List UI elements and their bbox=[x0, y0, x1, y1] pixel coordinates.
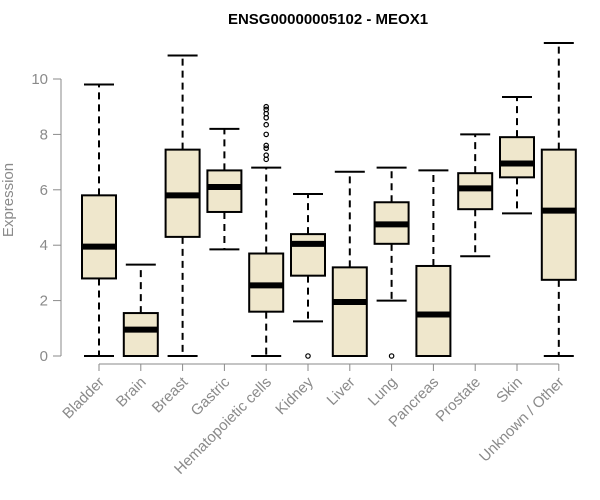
box-iqr bbox=[206, 169, 243, 213]
box-iqr bbox=[499, 136, 535, 179]
box-group bbox=[248, 103, 285, 357]
box-group bbox=[457, 133, 494, 258]
y-axis: 0 2 4 6 8 10 bbox=[31, 71, 62, 365]
box-iqr bbox=[122, 312, 159, 358]
x-tick-label: Lung bbox=[365, 374, 401, 410]
y-tick-label: 8 bbox=[40, 126, 48, 143]
box-group bbox=[164, 54, 201, 357]
box-iqr bbox=[415, 264, 452, 358]
x-tick-label: Brain bbox=[113, 374, 150, 411]
chart-title: ENSG00000005102 - MEOX1 bbox=[228, 11, 428, 28]
x-tick-label: Liver bbox=[324, 374, 359, 409]
outlier-point bbox=[263, 145, 270, 152]
y-tick-label: 10 bbox=[31, 71, 48, 88]
y-tick-label: 4 bbox=[40, 237, 48, 254]
box-iqr bbox=[290, 233, 326, 277]
box-group bbox=[290, 192, 326, 359]
x-tick-label: Skin bbox=[493, 374, 526, 407]
box-iqr bbox=[331, 266, 368, 357]
x-tick-label: Prostate bbox=[432, 374, 484, 426]
y-tick-label: 0 bbox=[40, 348, 48, 365]
box-iqr bbox=[540, 148, 577, 281]
y-tick-label: 2 bbox=[40, 293, 48, 310]
box-group bbox=[373, 166, 410, 359]
box-group bbox=[81, 83, 117, 357]
outlier-point bbox=[263, 121, 270, 128]
x-tick-label: Bladder bbox=[59, 374, 108, 423]
box-group bbox=[415, 169, 452, 358]
outlier-point bbox=[305, 353, 311, 359]
outlier-point bbox=[263, 106, 270, 113]
y-tick-label: 6 bbox=[40, 182, 48, 199]
box-group bbox=[540, 41, 577, 357]
outlier-point bbox=[388, 353, 395, 359]
box-group bbox=[499, 96, 535, 215]
outlier-point bbox=[263, 152, 270, 158]
outlier-point bbox=[263, 103, 270, 110]
outlier-point bbox=[263, 142, 270, 149]
box-iqr bbox=[81, 194, 117, 280]
x-tick-label: Kidney bbox=[272, 373, 317, 418]
box-group bbox=[206, 127, 243, 251]
box-group bbox=[331, 170, 368, 357]
y-axis-label: Expression bbox=[0, 163, 17, 237]
x-tick-label: Breast bbox=[149, 373, 192, 416]
plot-area bbox=[81, 41, 577, 359]
outlier-point bbox=[263, 131, 270, 138]
box-group bbox=[122, 263, 159, 358]
